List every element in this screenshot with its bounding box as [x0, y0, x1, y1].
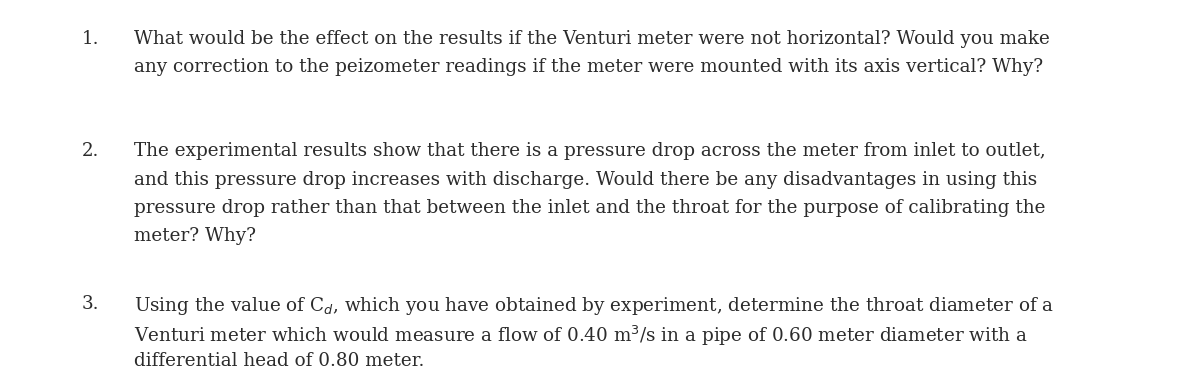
Text: What would be the effect on the results if the Venturi meter were not horizontal: What would be the effect on the results …	[134, 30, 1050, 48]
Text: differential head of 0.80 meter.: differential head of 0.80 meter.	[134, 352, 425, 370]
Text: meter? Why?: meter? Why?	[134, 227, 257, 245]
Text: any correction to the peizometer readings if the meter were mounted with its axi: any correction to the peizometer reading…	[134, 58, 1044, 76]
Text: Using the value of C$_d$, which you have obtained by experiment, determine the t: Using the value of C$_d$, which you have…	[134, 295, 1055, 318]
Text: 2.: 2.	[82, 142, 98, 160]
Text: pressure drop rather than that between the inlet and the throat for the purpose : pressure drop rather than that between t…	[134, 199, 1046, 217]
Text: The experimental results show that there is a pressure drop across the meter fro: The experimental results show that there…	[134, 142, 1046, 160]
Text: Venturi meter which would measure a flow of 0.40 m$^3$/s in a pipe of 0.60 meter: Venturi meter which would measure a flow…	[134, 324, 1028, 348]
Text: and this pressure drop increases with discharge. Would there be any disadvantage: and this pressure drop increases with di…	[134, 171, 1038, 188]
Text: 1.: 1.	[82, 30, 100, 48]
Text: 3.: 3.	[82, 295, 100, 313]
